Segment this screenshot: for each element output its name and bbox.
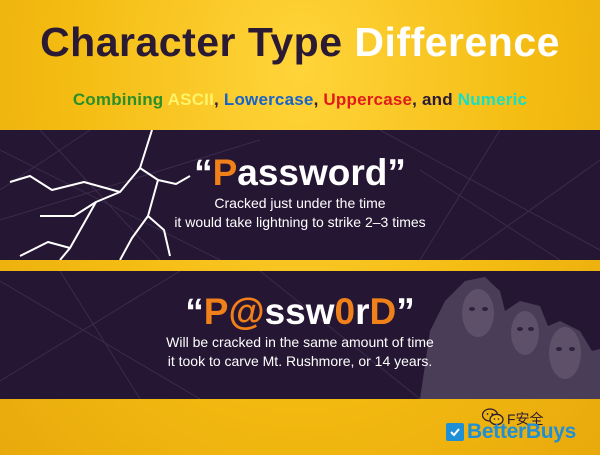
- wechat-account-name: F安全: [507, 411, 544, 427]
- password-zero: 0: [334, 291, 356, 332]
- close-quote: ”: [387, 152, 406, 193]
- subtitle-combining: Combining: [72, 90, 168, 109]
- desc-line1: Cracked just under the time: [214, 195, 386, 211]
- rushmore-illustration: [0, 271, 600, 399]
- password-at: @: [228, 291, 265, 332]
- password-r: r: [355, 291, 370, 332]
- open-quote: “: [185, 291, 204, 332]
- lightning-illustration: [0, 130, 600, 260]
- password-ssw: ssw: [264, 291, 335, 332]
- complex-password-panel: “P@ssw0rD” Will be cracked in the same a…: [0, 271, 600, 399]
- password-weak-description: Cracked just under the time it would tak…: [0, 194, 600, 232]
- checkmark-icon: [446, 423, 464, 441]
- subtitle-ascii: ASCII: [167, 90, 215, 109]
- open-quote: “: [194, 152, 213, 193]
- password-p: P: [203, 291, 229, 332]
- subtitle-numeric: Numeric: [457, 90, 528, 109]
- password-strong: “P@ssw0rD”: [0, 293, 600, 330]
- brand-name: BetterBuys: [467, 420, 577, 443]
- title-part2: Difference: [354, 19, 560, 65]
- close-quote: ”: [396, 291, 415, 332]
- subtitle: Combining ASCII, Lowercase, Uppercase, a…: [0, 90, 600, 110]
- password-d: D: [369, 291, 397, 332]
- password-strong-description: Will be cracked in the same amount of ti…: [0, 333, 600, 371]
- password-panel: “Password” Cracked just under the time i…: [0, 130, 600, 260]
- subtitle-and: , and: [412, 90, 458, 109]
- password-rest: assword: [237, 152, 388, 193]
- subtitle-comma2: ,: [313, 90, 324, 109]
- password-first-letter: P: [212, 152, 238, 193]
- subtitle-uppercase: Uppercase: [323, 90, 413, 109]
- page-title: Character Type Difference: [0, 22, 600, 63]
- wechat-icon: [482, 408, 504, 426]
- brand-logo: BetterBuys: [446, 420, 577, 443]
- subtitle-lowercase: Lowercase: [223, 90, 314, 109]
- title-part1: Character Type: [40, 19, 355, 65]
- password-weak: “Password”: [0, 154, 600, 191]
- desc-line1: Will be cracked in the same amount of ti…: [166, 334, 434, 350]
- desc-line2: it took to carve Mt. Rushmore, or 14 yea…: [167, 353, 433, 369]
- desc-line2: it would take lightning to strike 2–3 ti…: [174, 214, 426, 230]
- lightning-bolt-icon: [9, 130, 191, 260]
- subtitle-comma1: ,: [214, 90, 224, 109]
